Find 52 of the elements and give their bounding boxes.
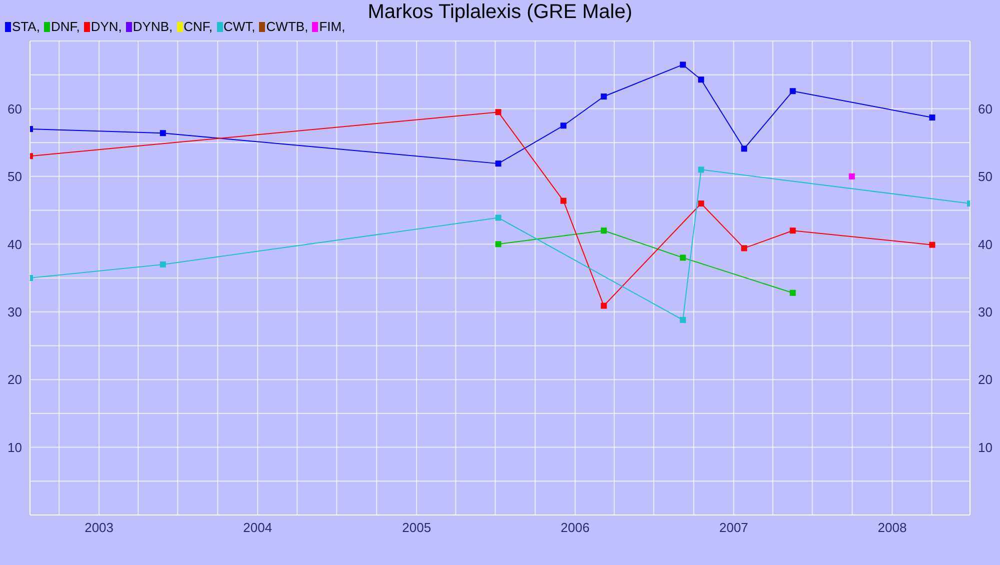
y2-tick-label: 40 [978,236,992,252]
legend-label: DNF, [50,19,80,34]
y2-tick-label: 60 [978,101,992,116]
point [160,261,166,268]
y-tick-label: 30 [8,304,22,320]
y-tick-label: 50 [8,169,22,184]
legend-label: DYNB, [132,19,173,34]
point [600,302,607,309]
point [680,316,686,323]
x-tick-label: 2007 [719,520,748,536]
point [698,76,704,83]
y2-tick-label: 20 [978,372,992,388]
y-tick-label: 20 [8,372,22,388]
legend-label: CNF, [182,19,213,34]
point [495,214,502,221]
legend-label: CWTB, [265,19,308,34]
y-tick-label: 10 [8,440,22,455]
point [680,254,686,261]
x-tick-label: 2006 [560,520,590,536]
point [698,200,704,207]
point [680,62,686,68]
y-tick-label: 40 [8,236,22,252]
point [495,241,502,248]
chart-title: Markos Tiplalexis (GRE Male) [368,1,632,23]
point [600,228,607,234]
point [495,109,502,116]
point [560,198,566,204]
point [929,242,936,248]
legend-label: FIM, [318,19,346,34]
y2-tick-label: 30 [978,304,992,320]
legend-label: CWT, [222,19,256,34]
point [790,290,796,296]
x-tick-label: 2008 [878,520,907,536]
point [600,94,607,100]
point [495,160,502,167]
point [560,122,566,129]
y2-tick-label: 50 [978,169,992,184]
point [929,114,936,121]
point [790,228,796,234]
point [741,146,748,152]
point [160,130,166,136]
point [848,173,855,180]
legend-label: DYN, [90,19,122,34]
point [741,245,748,252]
legend-label: STA, [11,19,40,34]
x-tick-label: 2005 [402,520,432,536]
x-tick-label: 2004 [243,520,272,536]
y-tick-label: 60 [8,101,22,116]
point [790,88,796,94]
x-tick-label: 2003 [84,520,114,536]
point [698,166,704,173]
y2-tick-label: 10 [978,440,992,455]
